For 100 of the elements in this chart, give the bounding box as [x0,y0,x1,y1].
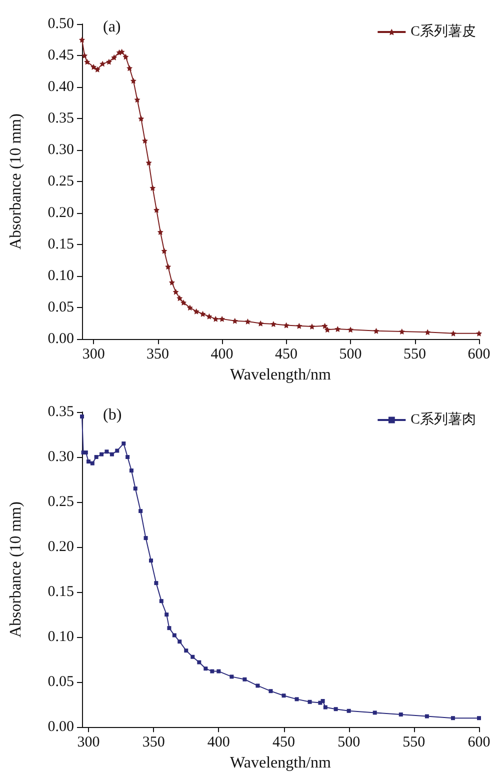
x-tick-label: 300 [82,346,105,363]
point [122,54,129,60]
point [90,64,97,70]
point [282,694,286,698]
point [210,669,214,674]
legend-label: C系列薯肉 [410,412,476,428]
point [100,452,104,456]
point [184,648,188,653]
point [244,318,251,324]
point [178,640,182,644]
point [477,716,481,720]
y-tick-label: 0.20 [48,539,74,556]
point [82,52,88,59]
point [133,486,138,491]
point [129,468,134,473]
y-tick-label: 0.35 [48,110,74,127]
point [154,581,158,586]
y-tick-label: 0.00 [48,719,74,736]
point [270,320,276,327]
x-tick-label: 450 [272,734,296,751]
point [164,612,169,617]
y-tick-label: 0.40 [48,79,74,96]
y-tick-label: 0.05 [48,300,74,316]
point [122,442,126,446]
point [159,599,164,604]
point [167,626,172,630]
point [424,714,429,718]
point [168,279,175,286]
point [86,460,91,464]
x-axis-title: Wavelength/nm [230,366,332,384]
point [111,54,118,60]
y-tick-label: 0.00 [48,331,74,348]
point [154,206,160,213]
point [144,536,148,540]
x-tick-label: 400 [210,346,234,363]
point [283,322,290,328]
point [216,669,221,674]
point [476,330,482,336]
point [398,328,405,335]
point [165,264,172,270]
point [294,697,299,702]
point [90,461,94,466]
x-tick-label: 350 [146,346,170,363]
point [212,316,219,322]
point [346,708,351,713]
point [100,60,106,67]
point [138,116,144,122]
point [130,78,136,84]
point [348,326,354,333]
x-tick-label: 550 [402,734,426,751]
point [296,322,302,329]
point [126,65,133,72]
point [322,322,328,329]
point [172,633,176,638]
point [324,326,330,333]
x-tick-label: 500 [338,734,360,751]
point [373,328,380,334]
point [206,313,212,320]
point [134,96,140,103]
y-tick-label: 0.45 [48,48,74,64]
x-tick-label: 500 [339,346,362,363]
y-tick-label: 0.30 [48,449,74,466]
x-tick-label: 600 [468,734,490,751]
chart-title: (a) [103,18,121,36]
x-tick-label: 400 [207,734,230,751]
point [150,184,156,191]
x-tick-label: 450 [275,346,298,363]
y-tick-label: 0.25 [48,174,74,190]
point [84,58,90,65]
point [372,710,377,715]
point [126,455,130,460]
point [334,707,338,712]
point [94,455,98,460]
point [323,705,328,710]
y-tick-label: 0.05 [48,674,74,690]
y-tick-label: 0.15 [48,584,74,600]
point [450,716,455,720]
point [176,295,183,302]
y-tick-label: 0.30 [48,142,74,158]
point [142,138,148,144]
point [186,304,193,311]
point [106,58,112,65]
y-tick-label: 0.25 [48,494,74,510]
y-tick-label: 0.15 [48,236,74,253]
point [200,310,206,317]
point [146,160,152,166]
point [242,677,247,682]
point [308,323,315,330]
point [398,712,403,716]
point [320,698,325,703]
x-axis-title: Wavelength/nm [230,754,332,772]
x-tick-label: 300 [77,734,100,751]
point [138,509,143,514]
point [268,689,273,694]
point [80,414,84,418]
x-tick-label: 550 [404,346,426,363]
x-tick-label: 600 [468,346,490,363]
point [161,248,168,254]
point [172,288,179,295]
legend-label: C系列薯皮 [410,24,476,40]
